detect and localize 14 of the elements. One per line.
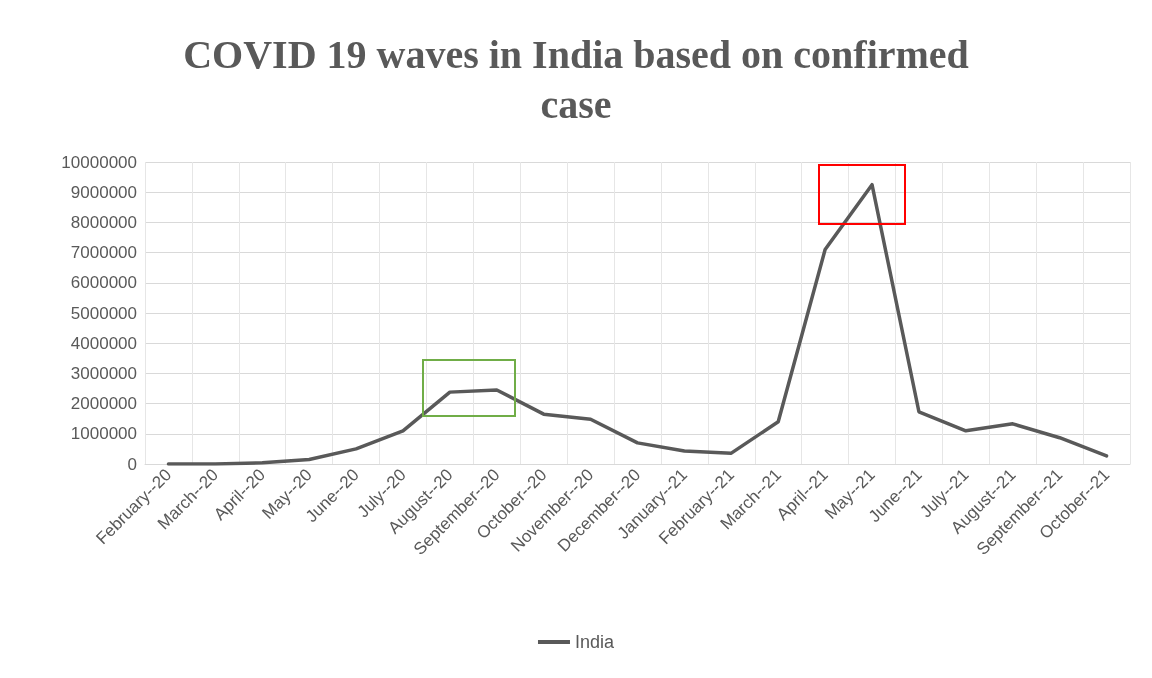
y-tick-label: 2000000 [70, 394, 137, 414]
legend-label: India [574, 632, 616, 652]
y-tick-label: 8000000 [70, 212, 137, 232]
y-tick-label: 7000000 [70, 243, 137, 263]
y-tick-label: 10000000 [61, 152, 137, 172]
y-tick-label: 6000000 [70, 273, 137, 293]
line-series [166, 182, 1109, 466]
y-tick-label: 5000000 [70, 303, 137, 323]
y-tick-label: 1000000 [70, 424, 137, 444]
y-tick-label: 0 [127, 454, 137, 474]
y-tick-label: 3000000 [70, 363, 137, 383]
chart-title: COVID 19 waves in India based on confirmed case [182, 31, 970, 129]
y-tick-label: 9000000 [70, 182, 137, 202]
y-tick-label: 4000000 [70, 333, 137, 353]
